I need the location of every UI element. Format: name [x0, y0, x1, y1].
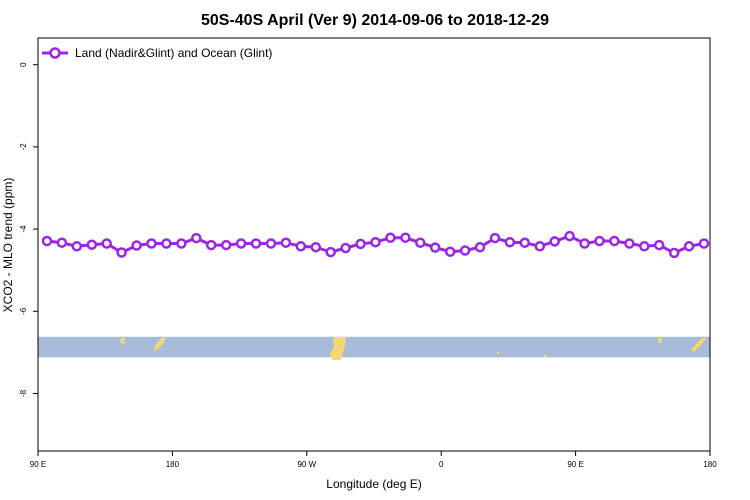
data-point	[265, 238, 277, 249]
data-point	[698, 238, 710, 249]
data-point	[131, 240, 142, 251]
data-point	[146, 238, 157, 249]
data-point	[489, 232, 501, 244]
data-point	[564, 230, 575, 242]
data-point	[683, 241, 695, 252]
ocean-band	[38, 336, 710, 358]
data-point	[400, 232, 411, 243]
data-point	[415, 237, 426, 248]
legend: Land (Nadir&Glint) and Ocean (Glint)	[42, 46, 272, 60]
y-tick-label: -4	[19, 225, 28, 233]
x-tick-label: 90 E	[567, 460, 583, 469]
data-point	[429, 242, 441, 253]
data-point	[385, 232, 396, 243]
data-point	[325, 246, 336, 258]
y-tick-label: -6	[19, 307, 28, 315]
data-point	[624, 238, 635, 249]
data-point	[609, 235, 620, 247]
x-tick-label: 90 E	[30, 460, 46, 469]
data-point	[250, 238, 262, 249]
y-tick-label: -8	[19, 389, 28, 397]
chart-title: 50S-40S April (Ver 9) 2014-09-06 to 2018…	[201, 12, 549, 29]
data-point	[191, 232, 202, 244]
data-point	[220, 239, 232, 251]
data-point	[71, 241, 83, 252]
land-shapes	[120, 337, 707, 360]
data-point	[668, 247, 680, 259]
data-point	[474, 241, 486, 253]
data-point	[41, 235, 53, 247]
data-point	[579, 238, 590, 249]
legend-circle-marker	[49, 47, 61, 59]
y-tick-label: -2	[19, 143, 28, 151]
land-speck-1	[497, 352, 499, 354]
land-sliver-nz-2	[691, 338, 707, 352]
data-point	[176, 238, 187, 249]
y-axis-label: XCO2 - MLO trend (ppm)	[1, 178, 15, 313]
data-point	[459, 245, 471, 256]
data-point	[205, 239, 217, 251]
data-point	[370, 236, 381, 248]
x-tick-label: 180	[166, 460, 180, 469]
map-band	[38, 336, 710, 360]
x-tick-label: 180	[703, 460, 717, 469]
data-point	[235, 238, 247, 249]
land-sliver-pacific-1	[120, 338, 125, 344]
data-point	[101, 238, 112, 249]
series-layer	[41, 230, 710, 259]
data-point	[280, 237, 292, 248]
data-point	[355, 238, 366, 250]
y-axis: 0 -2 -4 -6 -8	[19, 62, 38, 397]
data-point	[519, 237, 531, 248]
data-point	[444, 246, 456, 257]
data-point	[594, 235, 605, 247]
data-point	[310, 241, 322, 253]
data-point	[56, 237, 68, 248]
land-sliver-nz	[154, 337, 166, 352]
data-point	[534, 241, 546, 252]
land-south-america	[330, 337, 346, 360]
x-axis-label: Longitude (deg E)	[326, 477, 421, 491]
plot-frame	[37, 37, 711, 452]
data-point	[653, 239, 665, 251]
x-tick-label: 0	[439, 460, 444, 469]
x-axis: 90 E 180 90 W 0 90 E 180	[30, 451, 717, 469]
data-point	[161, 238, 172, 249]
data-point	[116, 247, 127, 258]
data-point	[86, 239, 98, 250]
data-point	[549, 236, 560, 247]
data-point	[295, 241, 307, 252]
land-speck-2	[544, 355, 546, 357]
land-sliver-tasmania	[658, 338, 662, 343]
legend-entry-label: Land (Nadir&Glint) and Ocean (Glint)	[75, 46, 272, 60]
data-point	[340, 242, 351, 254]
y-tick-label: 0	[19, 62, 28, 67]
data-point	[639, 241, 650, 252]
x-tick-label: 90 W	[297, 460, 316, 469]
data-point	[504, 236, 516, 248]
